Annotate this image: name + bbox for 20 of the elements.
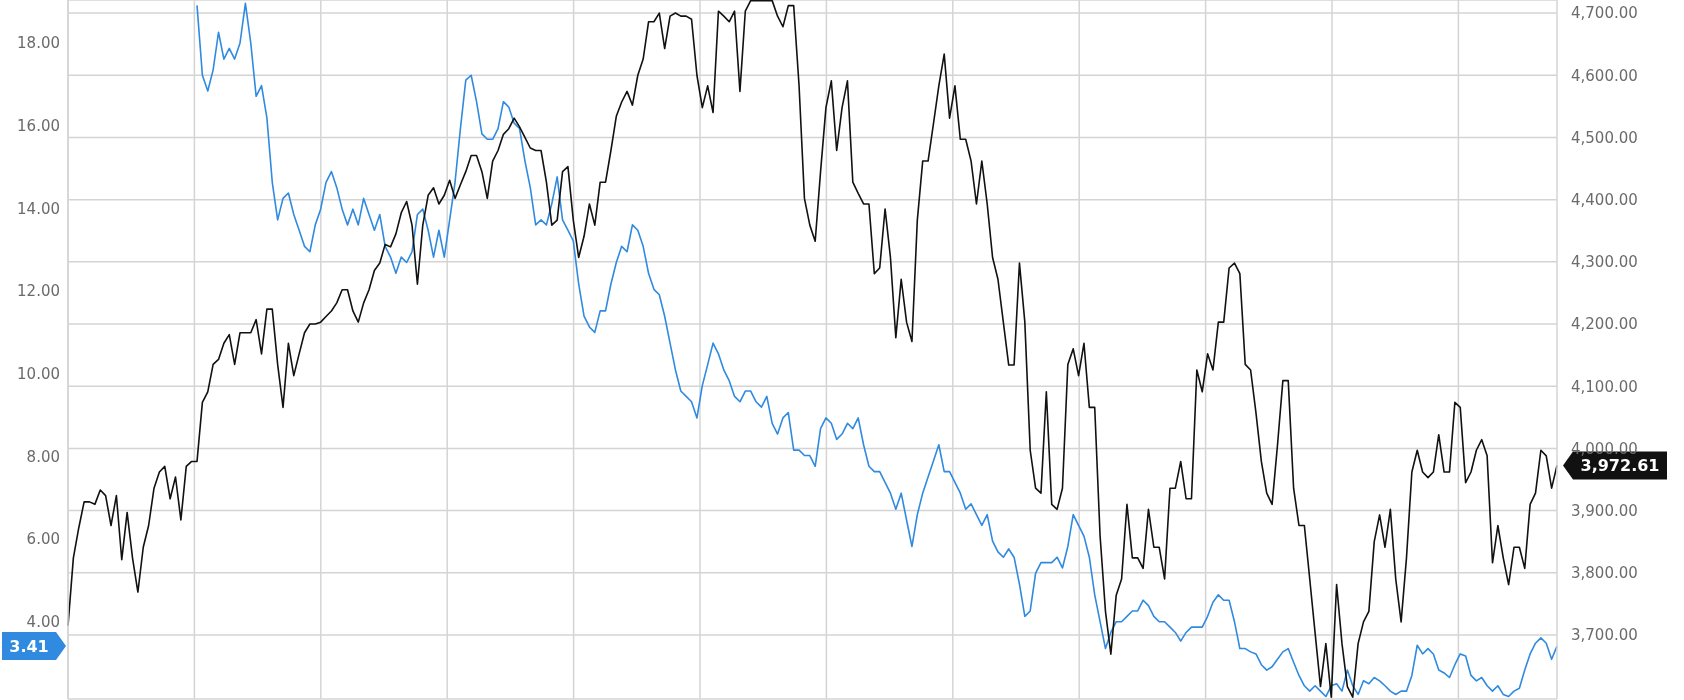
- y2-tick-label: 4,200.00: [1571, 315, 1638, 334]
- y-tick-label: 16.00: [17, 116, 60, 135]
- y2-tick-label: 3,900.00: [1571, 501, 1638, 520]
- y-tick-label: 8.00: [26, 447, 60, 466]
- y-tick-label: 6.00: [26, 530, 60, 549]
- y2-tick-label: 3,700.00: [1571, 626, 1638, 645]
- y-tick-label: 12.00: [17, 282, 60, 301]
- y2-tick-label: 3,800.00: [1571, 564, 1638, 583]
- y2-tick-label: 4,600.00: [1571, 66, 1638, 85]
- y2-tick-label: 4,300.00: [1571, 253, 1638, 272]
- y-tick-label: 4.00: [26, 613, 60, 632]
- y2-tick-label: 4,500.00: [1571, 128, 1638, 147]
- y-tick-label: 10.00: [17, 365, 60, 384]
- y-tick-label: 14.00: [17, 199, 60, 218]
- y2-tick-label: 4,100.00: [1571, 377, 1638, 396]
- text: 3,972.61: [1580, 456, 1660, 476]
- y2-tick-label: 4,700.00: [1571, 4, 1638, 23]
- y-tick-label: 18.00: [17, 34, 60, 53]
- y2-tick-label: 4,400.00: [1571, 190, 1638, 209]
- text: 3.41: [9, 637, 49, 657]
